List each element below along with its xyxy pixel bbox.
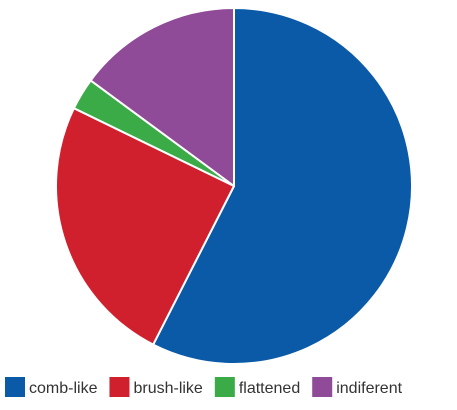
- legend-label-flattened: flattened: [239, 380, 300, 397]
- pie-slice-comb-like: [152, 7, 413, 365]
- legend-item-indiferent: indiferent: [312, 377, 403, 397]
- pie-slice-brush-like: [55, 107, 235, 346]
- legend-item-brush-like: brush-like: [109, 377, 203, 397]
- legend-label-indiferent: indiferent: [336, 380, 402, 397]
- legend-label-comb-like: comb-like: [29, 380, 98, 397]
- pie-slice-indiferent: [89, 7, 235, 187]
- legend-label-brush-like: brush-like: [133, 380, 202, 397]
- legend: comb-like brush-like flattened indiferent: [5, 377, 403, 397]
- legend-swatch-comb-like: [5, 377, 25, 397]
- legend-item-comb-like: comb-like: [5, 377, 98, 397]
- legend-swatch-flattened: [214, 377, 235, 397]
- legend-swatch-brush-like: [109, 377, 130, 397]
- pie-slices: [55, 7, 413, 365]
- legend-swatch-indiferent: [312, 377, 333, 397]
- legend-item-flattened: flattened: [214, 377, 300, 397]
